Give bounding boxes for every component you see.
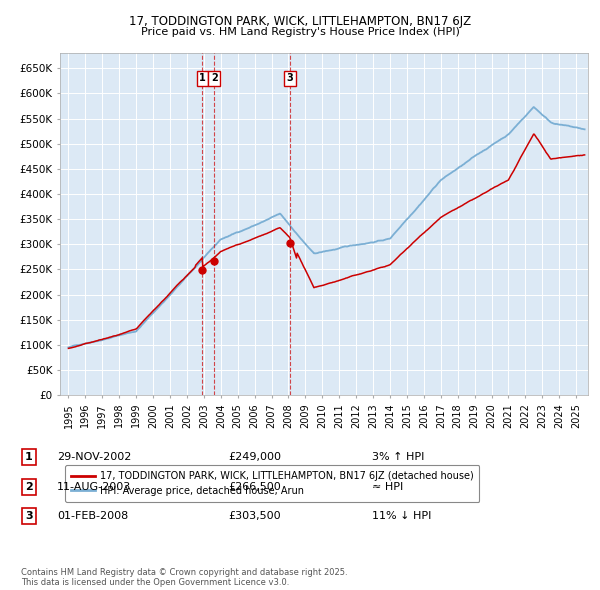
Text: Price paid vs. HM Land Registry's House Price Index (HPI): Price paid vs. HM Land Registry's House … bbox=[140, 27, 460, 37]
Text: 1: 1 bbox=[25, 453, 32, 462]
Text: 01-FEB-2008: 01-FEB-2008 bbox=[57, 512, 128, 521]
Text: 2: 2 bbox=[25, 482, 32, 491]
Text: 29-NOV-2002: 29-NOV-2002 bbox=[57, 453, 131, 462]
Text: 11-AUG-2003: 11-AUG-2003 bbox=[57, 482, 131, 491]
Text: ≈ HPI: ≈ HPI bbox=[372, 482, 403, 491]
Text: 1: 1 bbox=[199, 73, 206, 83]
Text: £303,500: £303,500 bbox=[228, 512, 281, 521]
Text: 11% ↓ HPI: 11% ↓ HPI bbox=[372, 512, 431, 521]
Text: 17, TODDINGTON PARK, WICK, LITTLEHAMPTON, BN17 6JZ: 17, TODDINGTON PARK, WICK, LITTLEHAMPTON… bbox=[129, 15, 471, 28]
Text: 3: 3 bbox=[25, 512, 32, 521]
Text: £266,500: £266,500 bbox=[228, 482, 281, 491]
Text: £249,000: £249,000 bbox=[228, 453, 281, 462]
Text: 3: 3 bbox=[286, 73, 293, 83]
Text: 2: 2 bbox=[211, 73, 218, 83]
Text: 3% ↑ HPI: 3% ↑ HPI bbox=[372, 453, 424, 462]
Legend: 17, TODDINGTON PARK, WICK, LITTLEHAMPTON, BN17 6JZ (detached house), HPI: Averag: 17, TODDINGTON PARK, WICK, LITTLEHAMPTON… bbox=[65, 465, 479, 502]
Text: Contains HM Land Registry data © Crown copyright and database right 2025.
This d: Contains HM Land Registry data © Crown c… bbox=[21, 568, 347, 587]
